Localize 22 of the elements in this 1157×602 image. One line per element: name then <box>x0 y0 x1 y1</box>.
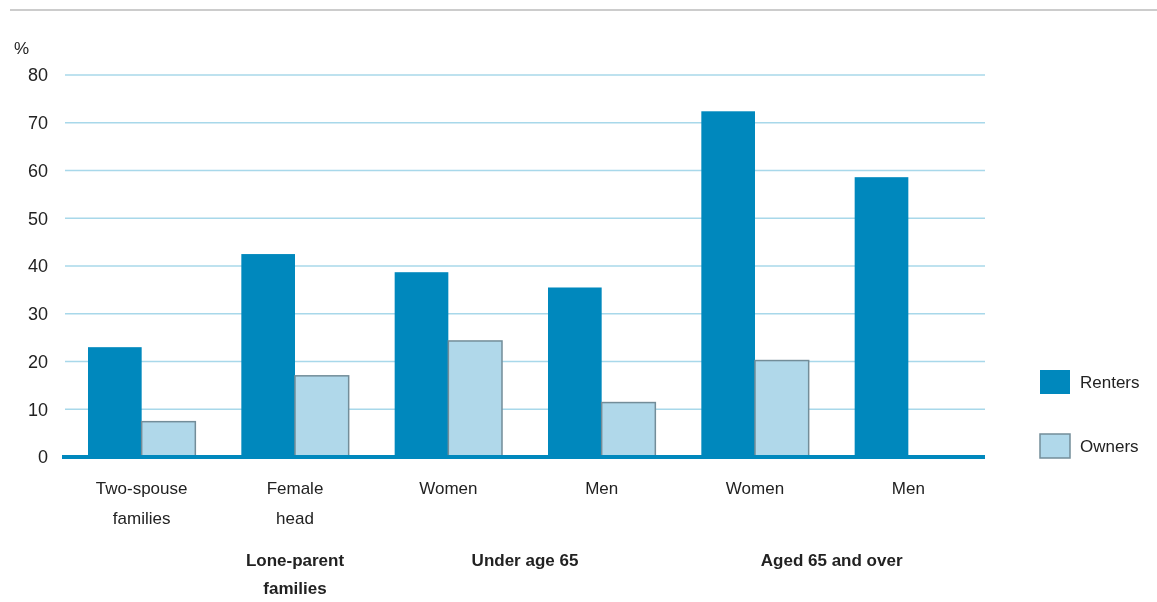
y-tick-label: 30 <box>27 304 48 325</box>
y-axis-title: % <box>14 39 30 58</box>
bar <box>140 420 197 458</box>
y-tick-label: 60 <box>27 160 48 181</box>
text: Aged 65 and over <box>760 551 903 570</box>
y-tick-label: 50 <box>27 208 48 229</box>
x-tick-label: Men <box>585 479 619 498</box>
text: Under age 65 <box>471 551 579 570</box>
y-tick-label: 40 <box>27 256 48 277</box>
y-tick-label: 0 <box>37 447 48 468</box>
x-tick-label: Women <box>725 479 785 498</box>
legend-label: Renters <box>1080 372 1140 392</box>
x-tick-label: Two-spouse families <box>95 479 188 528</box>
y-tick-label: 80 <box>27 65 48 86</box>
x-tick-label: Men <box>891 479 925 498</box>
legend-label: Owners <box>1080 436 1139 456</box>
x-tick-label: Female head <box>266 479 324 528</box>
y-tick-label: 70 <box>27 113 48 134</box>
x-tick-label: Women <box>419 479 478 498</box>
y-tick-label: 10 <box>27 399 48 420</box>
text: Lone-parent families <box>245 551 345 598</box>
y-tick-label: 20 <box>27 351 48 372</box>
